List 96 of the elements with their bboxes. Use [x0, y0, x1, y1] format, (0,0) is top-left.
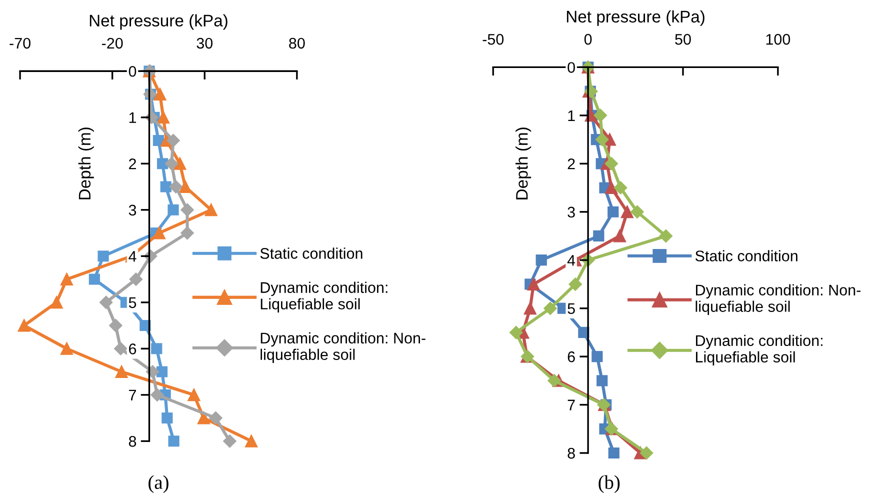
point — [162, 412, 173, 424]
point — [527, 278, 540, 290]
y-tick-label: 0 — [128, 66, 136, 77]
point — [168, 204, 179, 216]
legend-label: Static condition — [695, 250, 798, 262]
x-tick-label: -70 — [10, 38, 30, 49]
point — [98, 250, 109, 262]
y-axis-title: Depth (m) — [516, 128, 532, 200]
point — [99, 296, 113, 309]
y-tick-label: 8 — [128, 436, 136, 447]
y-tick-label: 2 — [568, 158, 575, 170]
point — [604, 157, 618, 170]
y-tick-label: 0 — [568, 62, 575, 73]
point — [620, 206, 634, 218]
point — [605, 182, 618, 194]
legend-label: Dynamic condition: Liquefiable soil — [696, 334, 822, 366]
point — [209, 411, 222, 425]
legend-label: Static condition — [260, 248, 362, 259]
y-tick-label: 2 — [129, 158, 136, 170]
point — [524, 302, 536, 315]
point — [630, 205, 644, 218]
y-tick-label: 1 — [129, 112, 136, 123]
y-tick-label: 4 — [128, 251, 136, 262]
point — [156, 158, 168, 170]
point — [151, 343, 162, 354]
x-tick-label: 80 — [289, 38, 305, 49]
point — [168, 436, 180, 447]
y-tick-label: 3 — [568, 206, 575, 218]
point — [115, 366, 128, 378]
legend-label: Dynamic condition: Liquefiable soil — [260, 282, 388, 312]
point — [60, 273, 73, 286]
point — [169, 180, 182, 194]
point — [166, 134, 180, 148]
y-tick-label: 5 — [128, 297, 136, 308]
point — [129, 272, 143, 286]
point — [548, 374, 561, 388]
x-tick-label: -20 — [102, 38, 123, 49]
point — [165, 157, 178, 170]
point — [593, 230, 604, 242]
y-tick-label: 6 — [568, 351, 575, 362]
point — [146, 365, 160, 378]
y-tick-label: 8 — [568, 448, 575, 459]
point — [568, 278, 582, 291]
point — [88, 274, 100, 285]
point — [156, 366, 168, 378]
point — [204, 204, 218, 216]
y-tick-label: 5 — [568, 303, 575, 314]
point — [50, 296, 63, 309]
point — [154, 88, 166, 100]
x-tick-label: 0 — [584, 34, 592, 45]
point — [510, 326, 523, 340]
text: (a) — [148, 475, 168, 493]
point — [544, 302, 557, 315]
y-axis-title: Depth (m) — [78, 128, 94, 200]
x-axis-title: Net pressure (kPa) — [566, 10, 704, 26]
x-tick-label: 50 — [675, 34, 691, 45]
point — [614, 230, 626, 242]
y-tick-label: 7 — [129, 390, 136, 400]
point — [608, 206, 619, 218]
y-tick-label: 6 — [129, 343, 136, 354]
point — [197, 412, 210, 424]
point — [109, 318, 122, 332]
point — [114, 342, 128, 356]
x-axis-title: Net pressure (kPa) — [90, 14, 228, 30]
point — [160, 181, 172, 192]
point — [223, 434, 236, 448]
point — [180, 203, 194, 216]
point — [659, 229, 672, 243]
point — [614, 181, 628, 194]
x-tick-label: 100 — [766, 34, 790, 45]
x-tick-label: -50 — [482, 34, 504, 45]
point — [179, 180, 192, 193]
point — [60, 342, 73, 355]
point — [608, 447, 620, 459]
point — [152, 226, 166, 240]
point — [245, 434, 258, 448]
y-tick-label: 7 — [568, 400, 575, 410]
point — [188, 388, 200, 402]
point — [536, 254, 547, 266]
point — [174, 157, 186, 170]
y-tick-label: 4 — [567, 255, 576, 266]
legend-label: Dynamic condition: Non-liquefiable soil — [696, 284, 860, 315]
point — [596, 375, 608, 386]
legend-label: Dynamic condition: Non-liquefiable soil — [260, 332, 426, 364]
text: (b) — [598, 475, 620, 493]
point — [18, 319, 30, 332]
point — [157, 111, 170, 124]
point — [594, 108, 607, 122]
y-tick-label: 1 — [568, 110, 575, 121]
point — [596, 132, 609, 146]
point — [150, 388, 164, 402]
point — [640, 446, 654, 460]
point — [180, 226, 194, 240]
point — [592, 350, 603, 362]
y-tick-label: 3 — [128, 204, 136, 216]
x-tick-label: 30 — [196, 38, 213, 49]
